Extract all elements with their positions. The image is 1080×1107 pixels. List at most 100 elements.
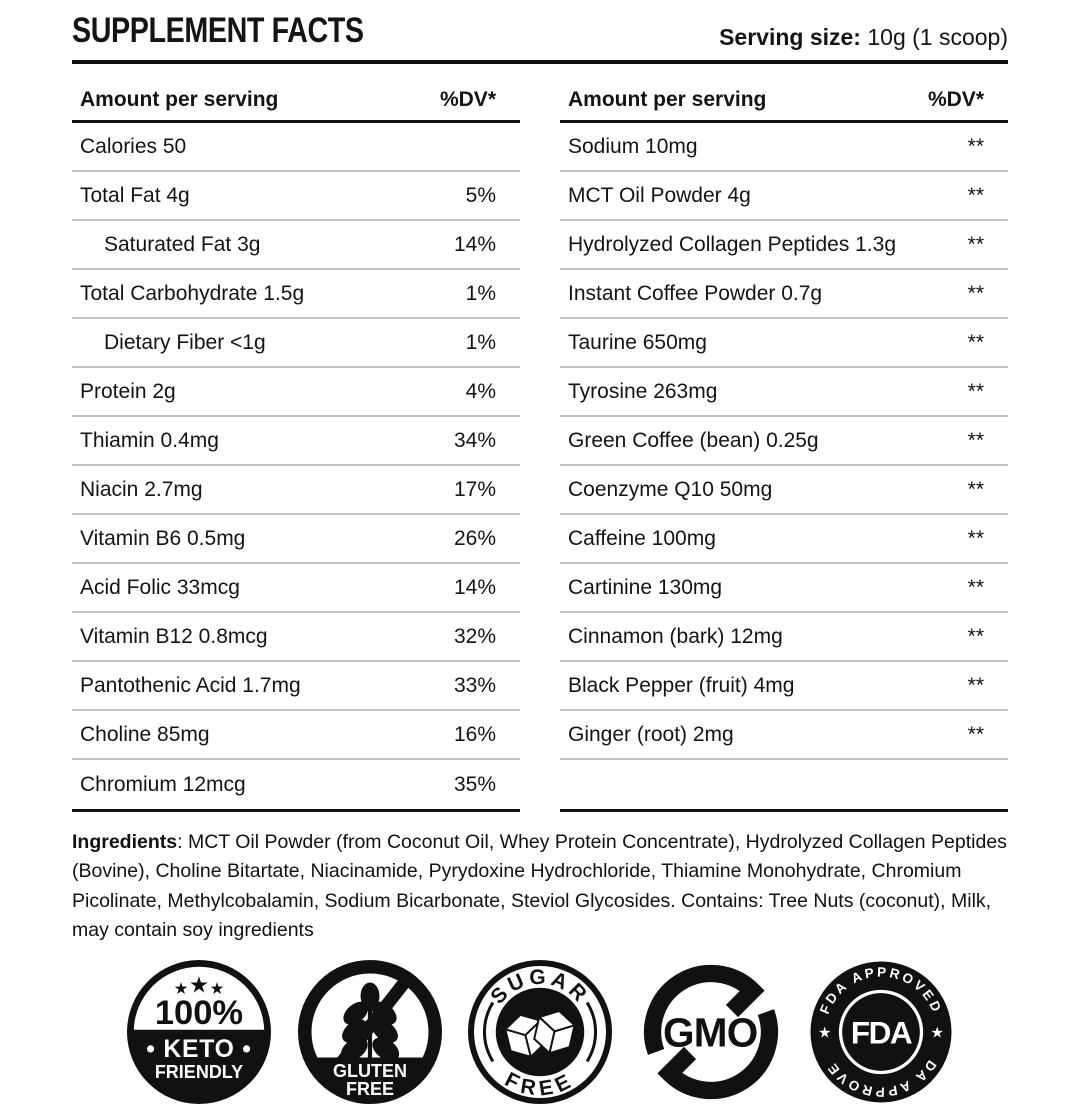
star-icon: ★ <box>174 980 189 998</box>
nutrient-dv-value: ** <box>967 624 984 648</box>
nutrient-dv-value: ** <box>967 477 984 501</box>
table-row: Taurine 650mg ** <box>560 319 1008 368</box>
nutrient-label: Black Pepper (fruit) 4mg <box>568 673 795 697</box>
table-row: Ginger (root) 2mg ** <box>560 711 1008 760</box>
nutrient-dv-value: 14% <box>453 575 496 599</box>
nutrient-dv-value: 32% <box>453 624 496 648</box>
amount-header: Amount per serving <box>80 88 279 111</box>
nutrient-dv-value: ** <box>967 722 984 746</box>
gluten-text: GLUTEN <box>333 1061 407 1081</box>
facts-column-left: Amount per serving %DV* Calories 50 Total… <box>72 86 520 812</box>
column-header: Amount per serving %DV* <box>72 86 520 123</box>
keto-text: • KETO • <box>146 1036 251 1063</box>
nutrient-label: Taurine 650mg <box>568 330 707 354</box>
nutrient-label: Coenzyme Q10 50mg <box>568 477 773 501</box>
serving-size-label: Serving size: <box>719 24 861 50</box>
nutrient-dv-value: ** <box>967 281 984 305</box>
table-row: Dietary Fiber <1g 1% <box>72 319 520 368</box>
nutrient-dv-value: ** <box>967 575 984 599</box>
table-row: Cinnamon (bark) 12mg ** <box>560 613 1008 662</box>
table-row: Saturated Fat 3g 14% <box>72 221 520 270</box>
nutrient-label: Instant Coffee Powder 0.7g <box>568 281 823 305</box>
ingredients-text: : MCT Oil Powder (from Coconut Oil, Whey… <box>72 831 1007 941</box>
fda-approved-badge: FDA APPROVED FDA APPROVED ★ ★ FDA <box>806 957 956 1107</box>
table-row: Pantothenic Acid 1.7mg 33% <box>72 662 520 711</box>
table-row: Acid Folic 33mcg 14% <box>72 564 520 613</box>
nutrient-label: Saturated Fat 3g <box>104 232 261 256</box>
table-row: Hydrolyzed Collagen Peptides 1.3g ** <box>560 221 1008 270</box>
table-row: Coenzyme Q10 50mg ** <box>560 466 1008 515</box>
nutrient-label: Vitamin B12 0.8mcg <box>80 624 268 648</box>
table-row: MCT Oil Powder 4g ** <box>560 172 1008 221</box>
free-text: FREE <box>345 1079 393 1099</box>
empty-row <box>560 760 1008 807</box>
nutrient-label: Calories 50 <box>80 134 187 158</box>
nutrient-dv-value: 16% <box>453 722 496 746</box>
nutrient-label: Chromium 12mcg <box>80 772 246 796</box>
non-gmo-icon: GMO <box>643 964 778 1100</box>
nutrient-dv-value: ** <box>967 134 984 158</box>
star-icon: ★ <box>210 980 225 998</box>
gluten-free-icon: GLUTEN FREE <box>297 960 442 1104</box>
nutrient-label: Vitamin B6 0.5mg <box>80 526 246 550</box>
nutrient-dv-value: 1% <box>465 281 496 305</box>
nutrient-label: Thiamin 0.4mg <box>80 428 219 452</box>
keto-friendly-badge: ★ ★ ★ 100% • KETO • FRIENDLY <box>124 957 274 1107</box>
keto-friendly-icon: ★ ★ ★ 100% • KETO • FRIENDLY <box>127 960 271 1104</box>
nutrient-dv-value: 4% <box>465 379 496 403</box>
table-row: Calories 50 <box>72 123 520 172</box>
column-header: Amount per serving %DV* <box>560 86 1008 123</box>
serving-size-value: 10g (1 scoop) <box>860 24 1008 50</box>
nutrient-dv-value: 26% <box>453 526 496 550</box>
table-row: Instant Coffee Powder 0.7g ** <box>560 270 1008 319</box>
table-row: Cartinine 130mg ** <box>560 564 1008 613</box>
table-row: Green Coffee (bean) 0.25g ** <box>560 417 1008 466</box>
fda-approved-icon: FDA APPROVED FDA APPROVED ★ ★ FDA <box>806 957 952 1103</box>
nutrient-dv-value: ** <box>967 232 984 256</box>
nutrient-dv-value: 5% <box>465 183 496 207</box>
table-row: Thiamin 0.4mg 34% <box>72 417 520 466</box>
nutrient-label: Total Fat 4g <box>80 183 190 207</box>
serving-size: Serving size: 10g (1 scoop) <box>719 24 1008 51</box>
nutrient-label: Protein 2g <box>80 379 176 403</box>
facts-column-right: Amount per serving %DV* Sodium 10mg ** MCT… <box>560 86 1008 812</box>
nutrient-dv-value: 1% <box>465 330 496 354</box>
rows-right: Sodium 10mg ** MCT Oil Powder 4g ** Hydrolyz… <box>560 123 1008 807</box>
ingredients-paragraph: Ingredients: MCT Oil Powder (from Coconu… <box>72 828 1008 945</box>
nutrient-dv-value: ** <box>967 428 984 452</box>
nutrient-label: Choline 85mg <box>80 722 210 746</box>
rows-left: Calories 50 Total Fat 4g 5% Saturated Fat 3… <box>72 123 520 809</box>
nutrient-label: Sodium 10mg <box>568 134 698 158</box>
nutrient-label: Tyrosine 263mg <box>568 379 718 403</box>
dv-header: %DV* <box>927 88 984 111</box>
dv-header: %DV* <box>439 88 496 111</box>
nutrient-label: Total Carbohydrate 1.5g <box>80 281 305 305</box>
table-row: Chromium 12mcg 35% <box>72 760 520 809</box>
gmo-text: GMO <box>663 1009 758 1055</box>
nutrient-label: Cinnamon (bark) 12mg <box>568 624 783 648</box>
nutrient-dv-value: 14% <box>453 232 496 256</box>
nutrient-label: Hydrolyzed Collagen Peptides 1.3g <box>568 232 897 256</box>
sugar-free-icon: SUGAR FREE <box>468 960 612 1104</box>
table-row: Sodium 10mg ** <box>560 123 1008 172</box>
nutrient-dv-value: ** <box>967 183 984 207</box>
gluten-free-badge: GLUTEN FREE <box>295 957 445 1107</box>
non-gmo-badge: GMO <box>636 957 786 1107</box>
nutrient-dv-value: ** <box>967 526 984 550</box>
nutrient-label: Acid Folic 33mcg <box>80 575 240 599</box>
nutrient-label: MCT Oil Powder 4g <box>568 183 751 207</box>
nutrient-dv-value: 33% <box>453 673 496 697</box>
star-icon: ★ <box>931 1024 944 1041</box>
nutrient-dv-value: 17% <box>453 477 496 501</box>
table-row: Tyrosine 263mg ** <box>560 368 1008 417</box>
certification-badges: ★ ★ ★ 100% • KETO • FRIENDLY <box>72 957 1008 1107</box>
label-header: SUPPLEMENT FACTS Serving size: 10g (1 sc… <box>72 11 1008 64</box>
wheat-icon <box>340 982 399 1061</box>
table-row: Total Carbohydrate 1.5g 1% <box>72 270 520 319</box>
ingredients-label: Ingredients <box>72 831 178 853</box>
nutrient-dv-value: ** <box>967 379 984 403</box>
nutrient-label: Cartinine 130mg <box>568 575 723 599</box>
nutrient-dv-value: 34% <box>453 428 496 452</box>
table-row: Caffeine 100mg ** <box>560 515 1008 564</box>
